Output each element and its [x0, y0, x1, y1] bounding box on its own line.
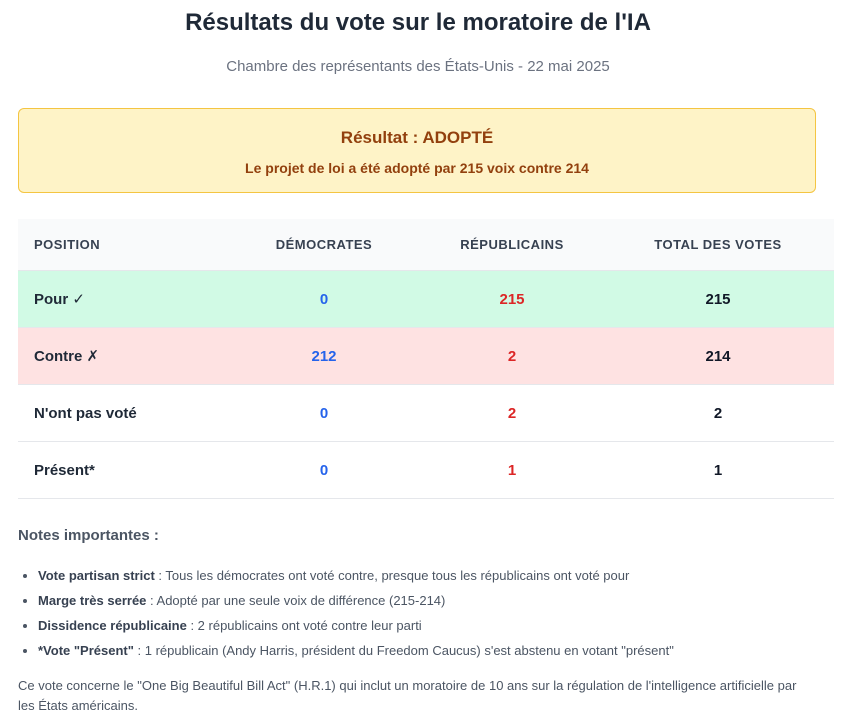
list-item: Dissidence républicaine : 2 républicains… [38, 613, 828, 638]
note-label: Vote partisan strict [38, 568, 155, 583]
header-democrats: DÉMOCRATES [226, 219, 422, 271]
page-subtitle: Chambre des représentants des États-Unis… [226, 58, 610, 75]
table-row-pour: Pour ✓ 0 215 215 [18, 270, 834, 328]
result-detail: Le projet de loi a été adopté par 215 vo… [245, 160, 589, 176]
note-label: Dissidence républicaine [38, 618, 187, 633]
cell-democrats: 0 [226, 441, 422, 499]
votes-table: POSITION DÉMOCRATES RÉPUBLICAINS TOTAL D… [18, 219, 834, 499]
table-row-contre: Contre ✗ 212 2 214 [18, 327, 834, 385]
note-text: : 1 républicain (Andy Harris, président … [133, 643, 674, 658]
page-title: Résultats du vote sur le moratoire de l'… [185, 9, 651, 36]
cell-total: 1 [602, 441, 834, 499]
cell-republicans: 1 [422, 441, 602, 499]
note-label: *Vote "Présent" [38, 643, 134, 658]
result-title: Résultat : ADOPTÉ [340, 128, 494, 147]
cell-republicans: 215 [422, 270, 602, 328]
table-row-present: Présent* 0 1 1 [18, 441, 834, 499]
cell-position: Contre ✗ [18, 327, 226, 385]
header-position: POSITION [18, 219, 226, 271]
table-header-row: POSITION DÉMOCRATES RÉPUBLICAINS TOTAL D… [18, 219, 834, 271]
notes-title: Notes importantes : [18, 527, 159, 544]
cell-democrats: 212 [226, 327, 422, 385]
cell-position: N'ont pas voté [18, 384, 226, 442]
list-item: Marge très serrée : Adopté par une seule… [38, 588, 828, 613]
cell-position: Présent* [18, 441, 226, 499]
cell-democrats: 0 [226, 270, 422, 328]
cell-total: 215 [602, 270, 834, 328]
cell-republicans: 2 [422, 327, 602, 385]
cell-total: 214 [602, 327, 834, 385]
header-total: TOTAL DES VOTES [602, 219, 834, 271]
note-text: : Tous les démocrates ont voté contre, p… [154, 568, 630, 583]
cell-position: Pour ✓ [18, 270, 226, 328]
result-banner: Résultat : ADOPTÉ Le projet de loi a été… [18, 108, 816, 193]
list-item: Vote partisan strict : Tous les démocrat… [38, 563, 828, 588]
note-label: Marge très serrée [38, 593, 147, 608]
note-text: : Adopté par une seule voix de différenc… [146, 593, 446, 608]
cell-republicans: 2 [422, 384, 602, 442]
cell-total: 2 [602, 384, 834, 442]
note-text: : 2 républicains ont voté contre leur pa… [186, 618, 422, 633]
header-republicans: RÉPUBLICAINS [422, 219, 602, 271]
table-row-non-votants: N'ont pas voté 0 2 2 [18, 384, 834, 442]
cell-democrats: 0 [226, 384, 422, 442]
list-item: *Vote "Présent" : 1 républicain (Andy Ha… [38, 638, 828, 663]
notes-list: Vote partisan strict : Tous les démocrat… [18, 563, 828, 663]
footer-note: Ce vote concerne le "One Big Beautiful B… [18, 678, 797, 713]
